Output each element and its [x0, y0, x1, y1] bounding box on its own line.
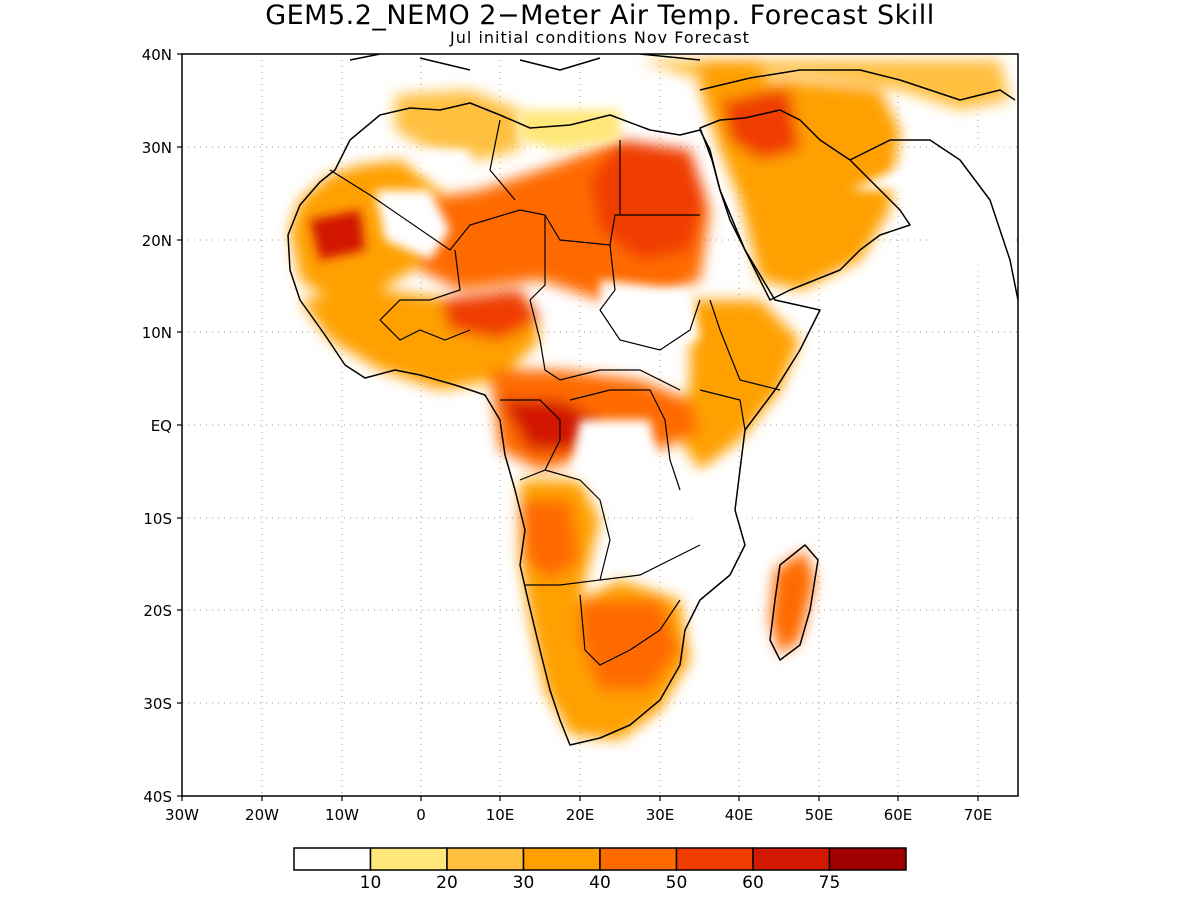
colorbar-swatch [675, 847, 754, 871]
colorbar-swatch [752, 847, 831, 871]
map-area [182, 54, 1018, 796]
country-borders [329, 119, 781, 666]
colorbar-swatch [599, 847, 678, 871]
colorbar: 10 20 30 40 50 60 75 [293, 847, 907, 893]
colorbar-swatch [828, 847, 907, 871]
lon-label: 70E [964, 806, 993, 824]
colorbar-swatch [293, 847, 372, 871]
colorbar-label: 10 [360, 873, 382, 893]
tick-marks [177, 53, 979, 801]
lat-label: 40S [143, 788, 172, 806]
lon-label: 60E [884, 806, 913, 824]
lon-label: 10W [325, 806, 359, 824]
lon-label: 20W [245, 806, 279, 824]
colorbar-label: 20 [436, 873, 458, 893]
colorbar-label: 30 [513, 873, 535, 893]
lat-label: 10S [143, 510, 172, 528]
map-title: GEM5.2_NEMO 2−Meter Air Temp. Forecast S… [265, 0, 935, 31]
lat-label: 20N [142, 232, 172, 250]
lon-label: 20E [566, 806, 595, 824]
colorbar-swatch [369, 847, 448, 871]
lat-label: 20S [143, 602, 172, 620]
latitude-labels: 40N 30N 20N 10N EQ 10S 20S 30S 40S [142, 46, 172, 806]
lon-label: 10E [486, 806, 515, 824]
colorbar-swatch [446, 847, 525, 871]
colorbar-label: 50 [666, 873, 688, 893]
lat-label: 30N [142, 139, 172, 157]
colorbar-swatch [522, 847, 601, 871]
lon-label: 50E [805, 806, 834, 824]
lon-label: 30W [165, 806, 199, 824]
skill-shading [290, 60, 1010, 740]
lat-label: 40N [142, 46, 172, 64]
longitude-labels: 30W 20W 10W 0 10E 20E 30E 40E 50E 60E 70… [165, 806, 992, 824]
coastlines [287, 54, 1018, 746]
map-subtitle: Jul initial conditions Nov Forecast [450, 28, 750, 47]
colorbar-label: 75 [819, 873, 841, 893]
lat-label: 30S [143, 695, 172, 713]
lat-label: EQ [151, 417, 172, 435]
lat-label: 10N [142, 324, 172, 342]
colorbar-label: 40 [589, 873, 611, 893]
lon-label: 0 [416, 806, 426, 824]
lon-label: 40E [725, 806, 754, 824]
lon-label: 30E [646, 806, 675, 824]
colorbar-label: 60 [742, 873, 764, 893]
